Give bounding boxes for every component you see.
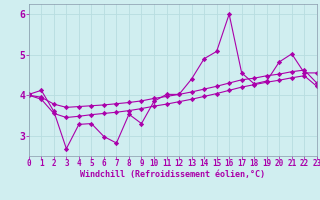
- X-axis label: Windchill (Refroidissement éolien,°C): Windchill (Refroidissement éolien,°C): [80, 170, 265, 179]
